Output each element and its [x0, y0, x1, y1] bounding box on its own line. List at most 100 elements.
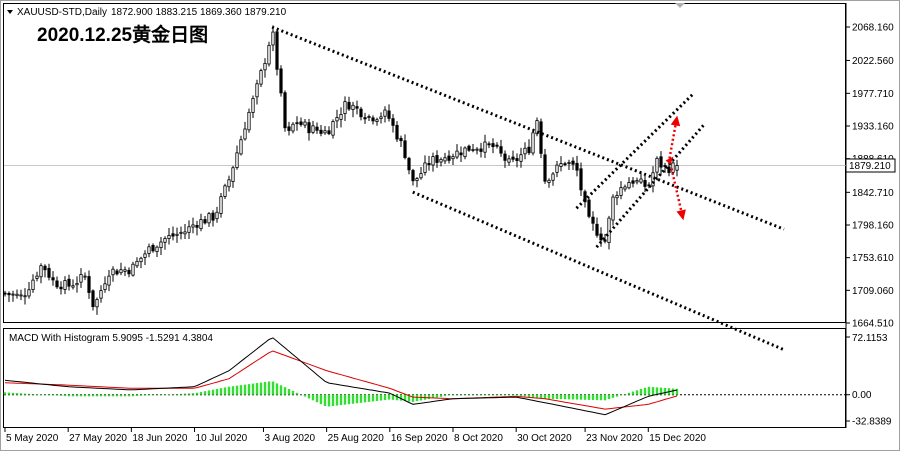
macd-tick-label: 72.1153 — [852, 333, 888, 344]
candle-bull — [339, 114, 343, 120]
macd-histogram-bar — [319, 394, 323, 405]
candle-bear — [43, 265, 47, 271]
candle-bear — [275, 31, 279, 70]
macd-histogram-bar — [111, 394, 115, 397]
macd-histogram-bar — [187, 393, 191, 395]
candle-bear — [287, 126, 291, 131]
candle-bear — [487, 143, 491, 146]
candle-bull — [143, 253, 147, 258]
candle-bull — [207, 213, 211, 224]
macd-histogram-bar — [455, 394, 459, 396]
candle-bear — [427, 162, 431, 166]
price-tick-label: 2022.560 — [852, 56, 894, 67]
macd-histogram-bar — [83, 394, 87, 397]
candle-bull — [419, 173, 423, 179]
macd-histogram-bar — [575, 394, 579, 400]
candle-bull — [35, 275, 39, 279]
candle-bull — [11, 293, 15, 296]
macd-histogram-bar — [179, 393, 183, 395]
macd-title: MACD With Histogram 5.9095 -1.5291 4.380… — [9, 333, 213, 344]
candle-bull — [107, 275, 111, 286]
macd-histogram-bar — [247, 384, 251, 395]
macd-line — [4, 337, 678, 416]
macd-histogram-bar — [267, 381, 271, 395]
candle-bear — [387, 110, 391, 119]
macd-histogram-bar — [59, 394, 63, 396]
macd-histogram-bar — [195, 392, 199, 395]
price-tick-label: 1753.610 — [852, 253, 894, 264]
up-arrow-head — [670, 115, 681, 127]
macd-histogram-bar — [655, 387, 659, 395]
macd-histogram-bar — [363, 394, 367, 403]
macd-histogram-bar — [403, 394, 407, 402]
macd-histogram-bar — [391, 394, 395, 400]
up-arrow — [668, 119, 678, 159]
candle-bull — [619, 187, 623, 196]
candle-bear — [327, 130, 331, 135]
candle-bull — [271, 31, 275, 46]
candle-bull — [323, 130, 327, 134]
macd-histogram-bar — [203, 391, 207, 395]
trend-line[interactable] — [271, 25, 785, 231]
macd-histogram-bar — [231, 386, 235, 395]
candle-bull — [251, 98, 255, 113]
macd-histogram-bar — [619, 394, 623, 396]
candle-bear — [283, 92, 287, 129]
macd-histogram-bar — [227, 386, 231, 395]
macd-histogram-bar — [307, 394, 311, 399]
macd-histogram-bar — [515, 394, 519, 396]
candle-bull — [559, 163, 563, 167]
candle-bull — [147, 246, 151, 254]
candle-bear — [355, 106, 359, 109]
macd-area — [3, 337, 846, 416]
candle-bull — [23, 295, 27, 298]
macd-histogram-bar — [627, 392, 631, 395]
candle-bull — [263, 63, 267, 71]
candle-bull — [671, 162, 675, 173]
dropdown-triangle-icon[interactable] — [7, 10, 13, 14]
macd-histogram-bar — [555, 394, 559, 400]
candle-bear — [631, 180, 635, 184]
candle-bull — [123, 269, 127, 272]
shift-marker-icon[interactable] — [675, 3, 685, 8]
macd-histogram-bar — [291, 390, 295, 395]
macd-histogram-bar — [35, 394, 39, 395]
candle-bull — [627, 182, 631, 189]
candle-bear — [659, 156, 663, 168]
macd-histogram-bar — [23, 393, 27, 395]
candle-bull — [451, 156, 455, 160]
macd-histogram-bar — [459, 394, 463, 396]
trendlines — [271, 25, 785, 351]
candle-bull — [219, 196, 223, 214]
candle-bear — [579, 168, 583, 191]
macd-histogram-bar — [631, 391, 635, 395]
candle-bear — [91, 290, 95, 308]
candle-bull — [519, 154, 523, 162]
candle-bull — [183, 231, 187, 235]
macd-histogram-bar — [395, 394, 399, 401]
macd-histogram-bar — [491, 394, 495, 396]
candle-bull — [155, 246, 159, 252]
candle-bear — [7, 292, 11, 296]
macd-histogram-bar — [567, 394, 571, 400]
candle-bull — [367, 116, 371, 118]
macd-histogram-bar — [443, 394, 447, 397]
candle-bear — [591, 216, 595, 224]
macd-histogram-bar — [191, 393, 195, 395]
macd-histogram-bar — [31, 394, 35, 395]
candle-bull — [227, 179, 231, 188]
trend-line[interactable] — [412, 190, 784, 351]
trend-line[interactable] — [595, 124, 705, 249]
macd-histogram-bar — [27, 393, 31, 395]
ohlc-label: 1872.900 1883.215 1869.360 1879.210 — [111, 7, 287, 18]
macd-histogram-bar — [463, 394, 467, 396]
macd-histogram-bar — [219, 388, 223, 395]
candle-bull — [463, 147, 467, 158]
date-tick-label: 8 Oct 2020 — [454, 433, 503, 444]
candle-bear — [299, 121, 303, 125]
macd-histogram-bar — [199, 391, 203, 395]
candle-bull — [187, 226, 191, 233]
candle-bull — [639, 178, 643, 183]
date-tick-label: 16 Sep 2020 — [391, 433, 448, 444]
